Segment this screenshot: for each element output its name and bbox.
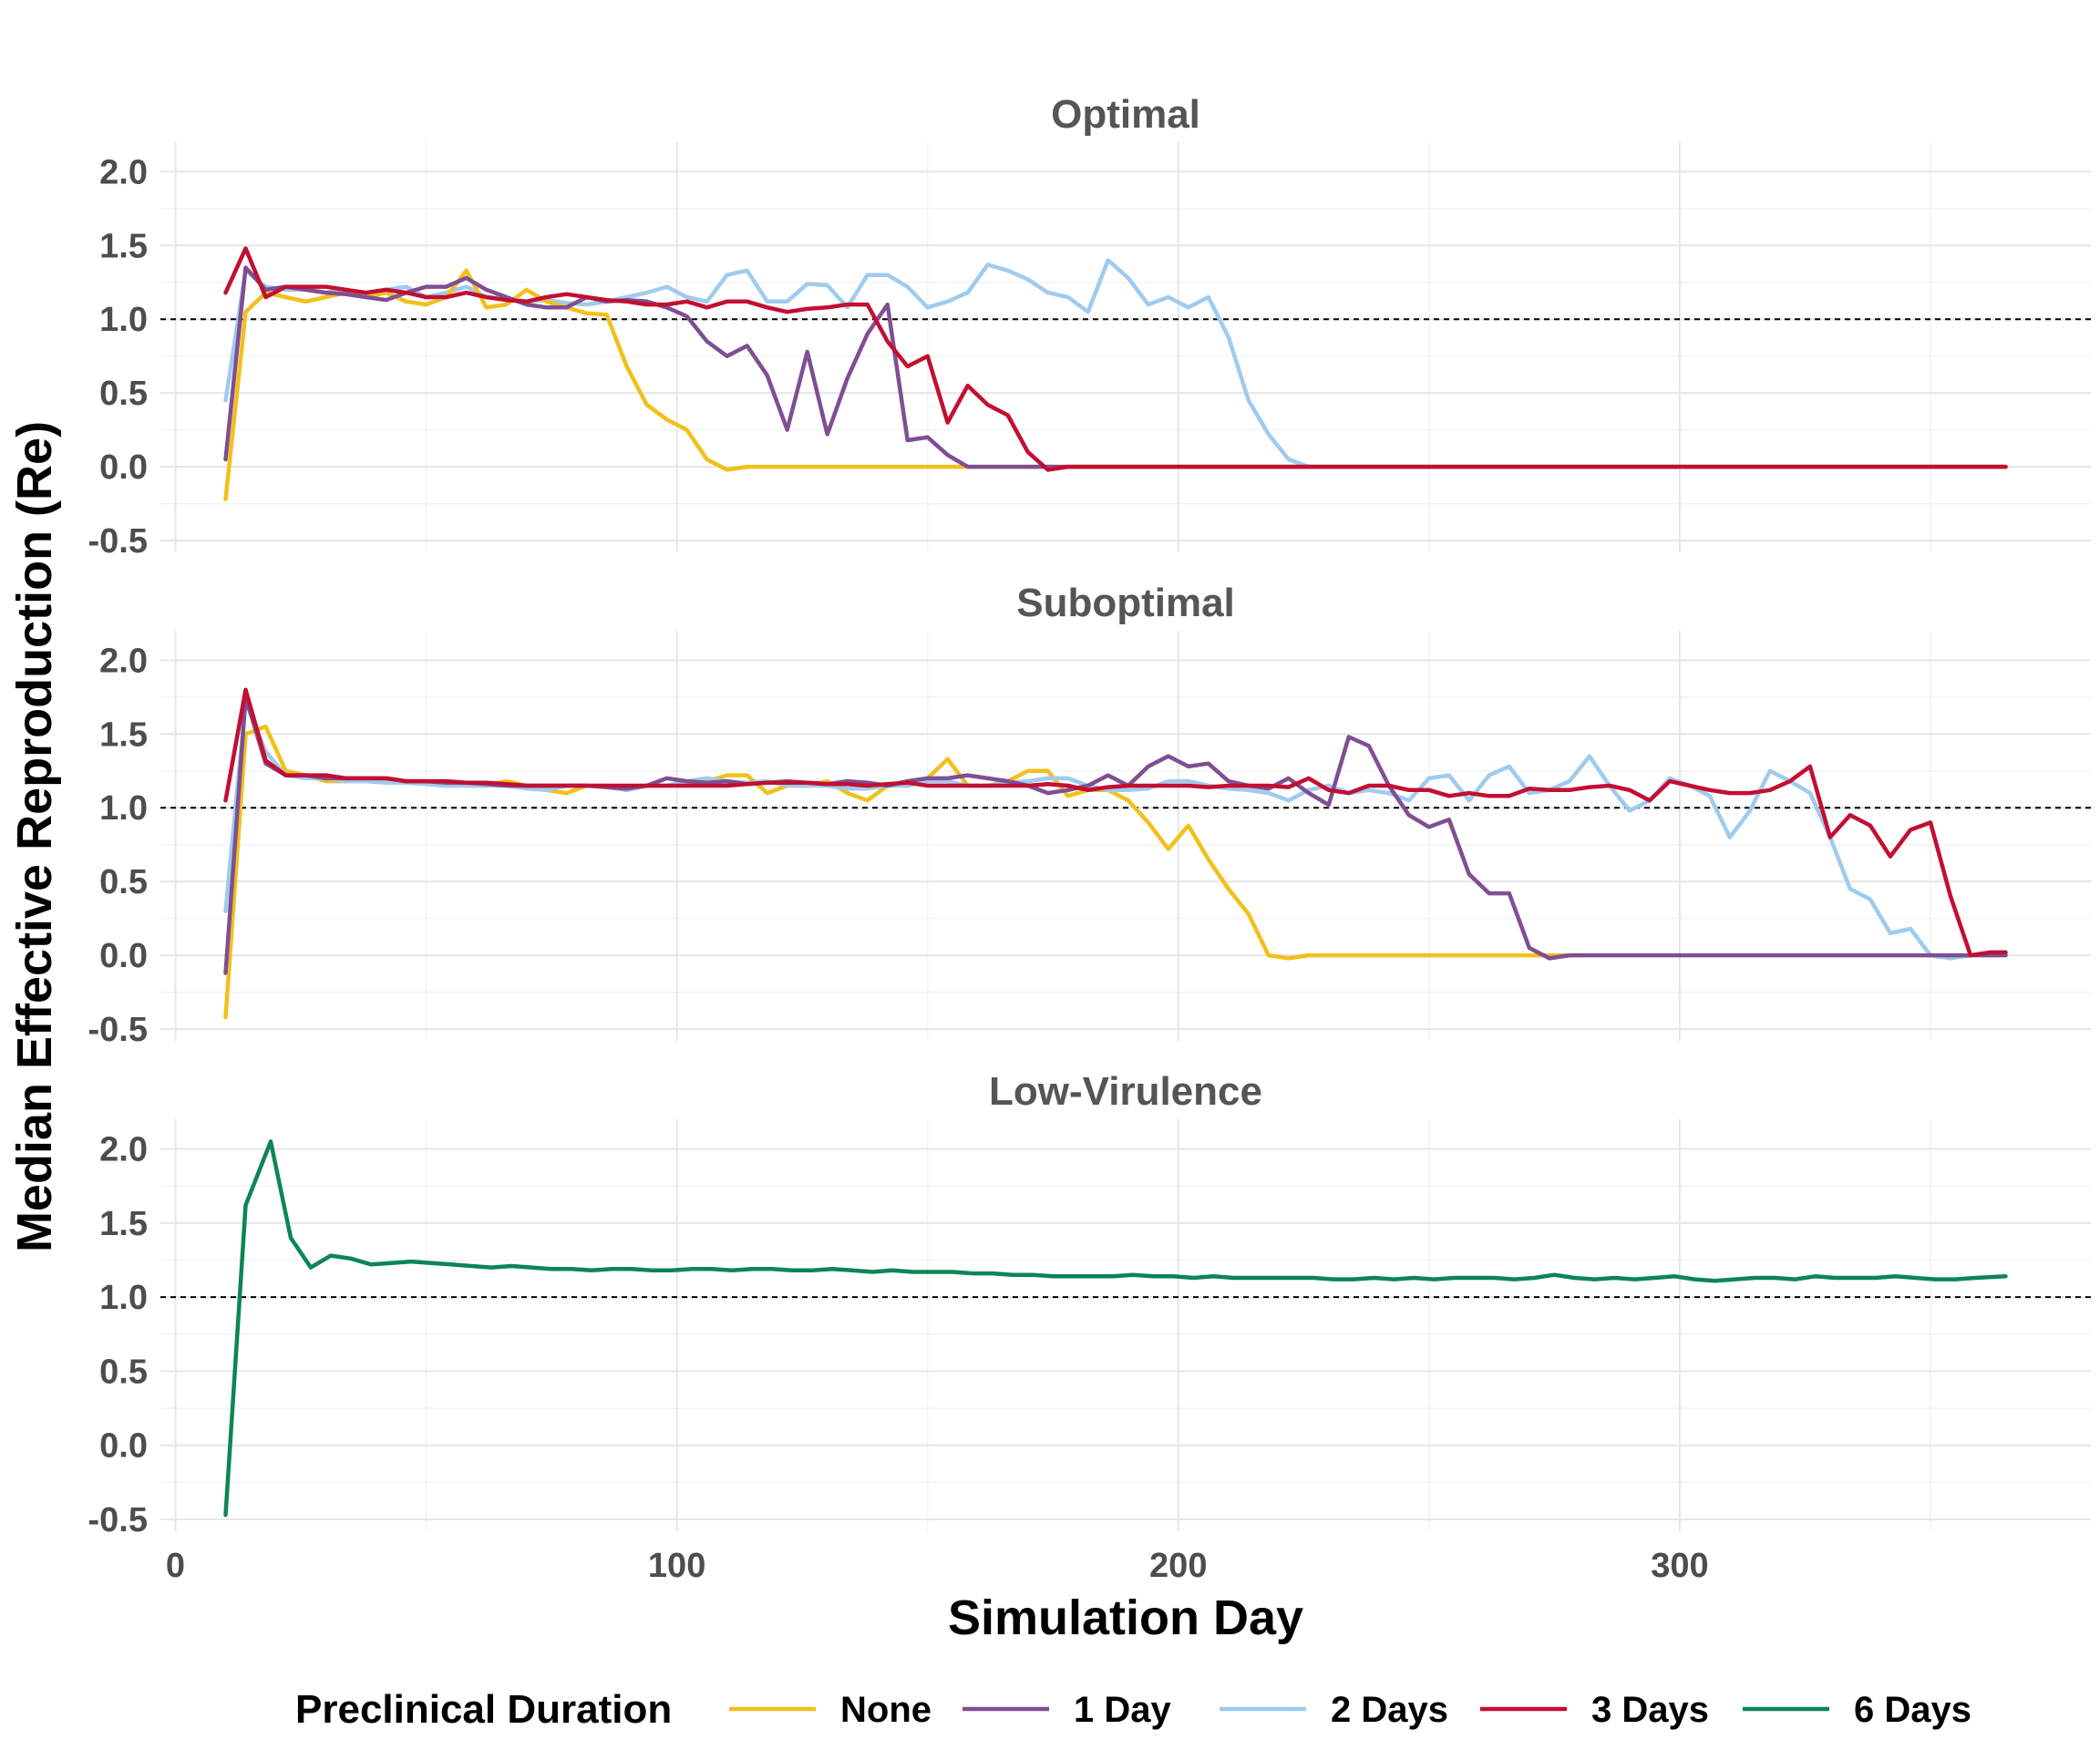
legend: Preclinical Duration None 1 Day 2 Days 3 Day… xyxy=(295,1687,1971,1732)
y-tick-label: -0.5 xyxy=(88,522,148,561)
y-tick-label: 1.5 xyxy=(99,1205,148,1243)
legend-label: 2 Days xyxy=(1331,1690,1448,1730)
series-line-2-days xyxy=(223,699,2008,961)
y-tick-label: 2.0 xyxy=(99,642,148,680)
y-tick-label: 0.5 xyxy=(99,863,148,901)
y-tick-label: 0.5 xyxy=(99,1353,148,1391)
y-tick-label: -0.5 xyxy=(88,1011,148,1049)
y-tick-label: 0.0 xyxy=(99,937,148,975)
y-tick-label: 0.0 xyxy=(99,448,148,487)
panel-low-virulence: Low-Virulence 2.0 1.5 1.0 0.5 0.0 -0.5 xyxy=(88,1069,2091,1539)
y-tick-label: 1.0 xyxy=(99,789,148,828)
x-tick-label: 100 xyxy=(648,1547,705,1585)
x-axis-title: Simulation Day xyxy=(948,1590,1303,1645)
legend-title: Preclinical Duration xyxy=(295,1687,672,1732)
legend-label: 3 Days xyxy=(1591,1690,1709,1730)
y-axis-title: Median Effective Reproduction (Re) xyxy=(7,421,62,1252)
panel-optimal: Optimal 2.0 1.5 1.0 0.5 0.0 -0.5 xyxy=(88,92,2091,561)
series-line-3-days xyxy=(223,687,2008,958)
legend-label: None xyxy=(840,1690,932,1730)
series-line-1-day xyxy=(223,265,2008,469)
panel-title: Optimal xyxy=(1051,92,1200,137)
y-tick-label: 2.0 xyxy=(99,153,148,191)
legend-label: 6 Days xyxy=(1854,1690,1971,1730)
x-tick-label: 300 xyxy=(1651,1547,1708,1585)
panel-suboptimal: Suboptimal 2.0 1.5 1.0 0.5 0.0 -0.5 xyxy=(88,581,2091,1049)
panel-title: Low-Virulence xyxy=(989,1069,1262,1114)
y-tick-label: -0.5 xyxy=(88,1501,148,1539)
legend-label: 1 Day xyxy=(1074,1690,1171,1730)
x-tick-label: 200 xyxy=(1149,1547,1207,1585)
y-tick-label: 0.0 xyxy=(99,1427,148,1466)
y-tick-label: 1.5 xyxy=(99,227,148,265)
x-tick-label: 0 xyxy=(166,1547,185,1585)
panel-title: Suboptimal xyxy=(1016,581,1235,625)
y-tick-label: 0.5 xyxy=(99,375,148,413)
series-line-6-days xyxy=(223,1139,2008,1518)
series-line-3-days xyxy=(223,246,2008,472)
y-tick-label: 1.0 xyxy=(99,1279,148,1317)
series-line-1-day xyxy=(223,695,2008,975)
y-tick-label: 2.0 xyxy=(99,1131,148,1169)
y-tick-label: 1.0 xyxy=(99,301,148,339)
y-tick-label: 1.5 xyxy=(99,715,148,754)
